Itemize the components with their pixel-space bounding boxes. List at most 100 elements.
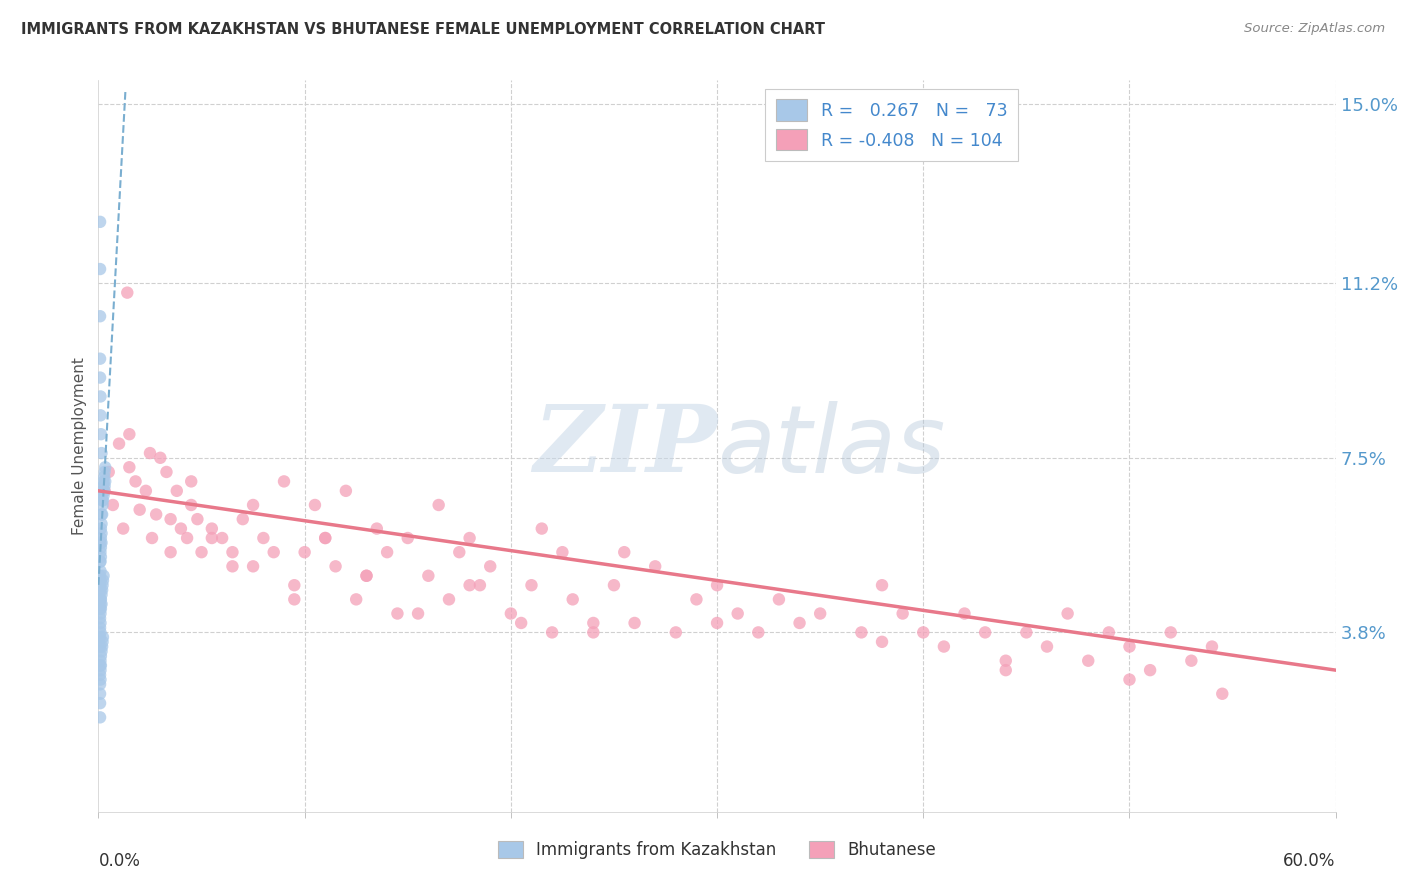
Point [768,592,790,607]
Point [1139,663,1161,677]
Point [356,568,378,582]
Point [93,475,115,489]
Point [499,607,522,621]
Point [93,483,115,498]
Point [706,615,728,630]
Point [90,531,112,545]
Point [1201,640,1223,654]
Point [91,574,114,588]
Point [93,465,115,479]
Point [89,262,111,277]
Point [520,578,543,592]
Point [356,568,378,582]
Point [91,508,114,522]
Point [180,498,202,512]
Point [891,607,914,621]
Point [1118,640,1140,654]
Point [89,710,111,724]
Point [90,602,112,616]
Point [90,549,112,564]
Point [176,531,198,545]
Point [211,531,233,545]
Point [94,475,117,489]
Text: Source: ZipAtlas.com: Source: ZipAtlas.com [1244,22,1385,36]
Point [1180,654,1202,668]
Point [994,663,1017,677]
Point [201,531,224,545]
Point [89,640,111,654]
Point [90,535,112,549]
Point [89,677,111,691]
Point [510,615,533,630]
Text: atlas: atlas [717,401,945,491]
Point [90,526,112,541]
Point [108,436,131,450]
Point [406,607,429,621]
Text: IMMIGRANTS FROM KAZAKHSTAN VS BHUTANESE FEMALE UNEMPLOYMENT CORRELATION CHART: IMMIGRANTS FROM KAZAKHSTAN VS BHUTANESE … [21,22,825,37]
Point [273,475,295,489]
Point [89,607,111,621]
Point [582,615,605,630]
Point [90,592,112,607]
Point [159,545,181,559]
Point [159,512,181,526]
Point [89,615,111,630]
Point [170,522,193,536]
Point [89,555,111,569]
Point [427,498,450,512]
Point [479,559,502,574]
Point [89,215,111,229]
Point [263,545,285,559]
Point [468,578,491,592]
Point [186,512,208,526]
Point [221,545,243,559]
Point [117,285,139,300]
Point [149,450,172,465]
Point [190,545,212,559]
Point [396,531,419,545]
Point [97,465,120,479]
Point [314,531,336,545]
Point [283,578,305,592]
Text: 60.0%: 60.0% [1284,852,1336,870]
Point [91,578,114,592]
Point [89,654,111,668]
Point [89,663,111,677]
Point [603,578,626,592]
Point [89,351,111,366]
Point [561,592,583,607]
Point [93,483,115,498]
Point [91,493,114,508]
Point [89,597,111,611]
Point [375,545,398,559]
Point [242,498,264,512]
Point [551,545,574,559]
Point [851,625,873,640]
Point [89,574,111,588]
Point [344,592,367,607]
Point [91,640,114,654]
Point [93,469,115,483]
Point [89,564,111,578]
Point [118,460,141,475]
Point [623,615,645,630]
Point [870,635,893,649]
Point [437,592,460,607]
Point [89,310,111,324]
Point [90,541,112,555]
Point [530,522,553,536]
Text: 0.0%: 0.0% [98,852,141,870]
Legend: Immigrants from Kazakhstan, Bhutanese: Immigrants from Kazakhstan, Bhutanese [491,834,943,865]
Point [1056,607,1078,621]
Point [387,607,409,621]
Point [89,687,111,701]
Point [90,658,112,673]
Point [93,489,115,503]
Text: ZIP: ZIP [533,401,717,491]
Point [325,559,347,574]
Point [89,582,111,597]
Point [90,446,112,460]
Point [706,578,728,592]
Point [91,582,114,597]
Point [335,483,357,498]
